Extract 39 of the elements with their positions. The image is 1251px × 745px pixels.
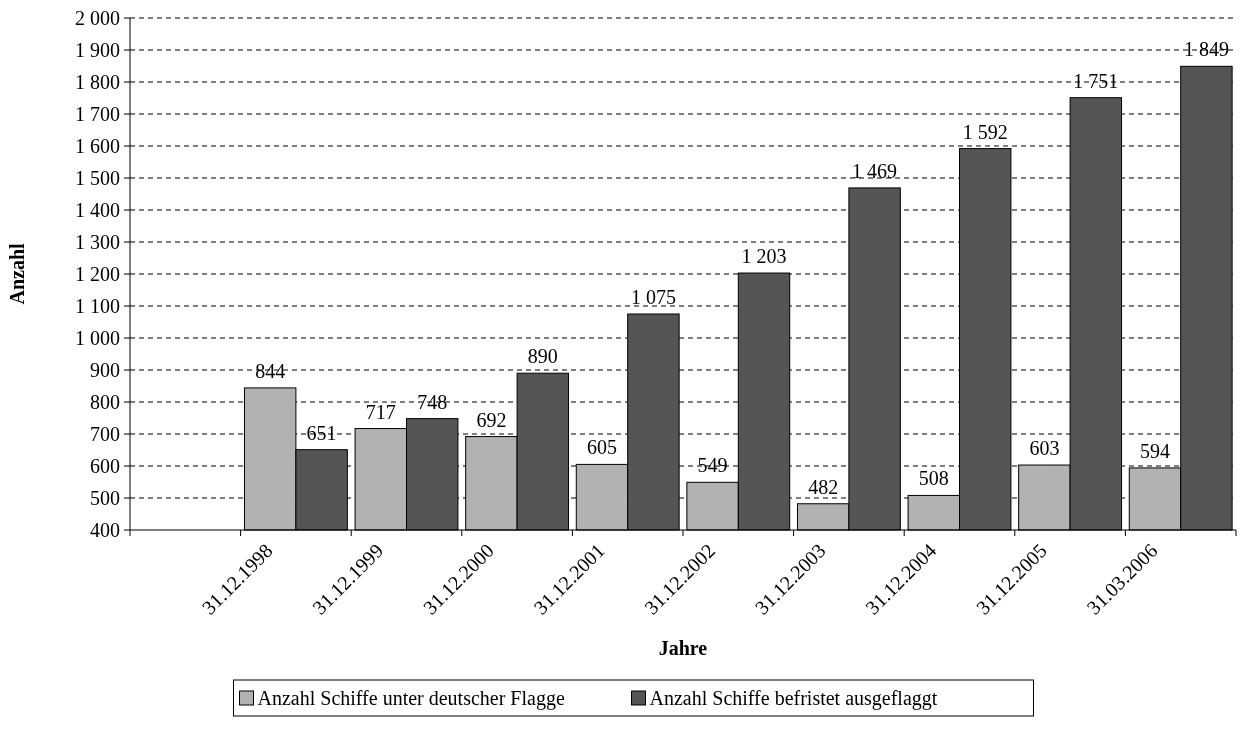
- y-tick-label: 800: [90, 391, 120, 413]
- data-label: 482: [808, 475, 839, 498]
- y-tick-label: 700: [90, 423, 120, 445]
- data-label: 594: [1139, 439, 1170, 462]
- data-label: 1 075: [630, 286, 676, 308]
- y-tick-label: 1 300: [75, 231, 120, 253]
- y-tick-label: 600: [90, 455, 120, 477]
- data-label: 1 592: [962, 120, 1008, 143]
- data-label: 549: [697, 454, 728, 477]
- y-tick-label: 2 000: [75, 7, 120, 29]
- y-tick-label: 500: [90, 487, 120, 509]
- data-label: 1 751: [1073, 69, 1119, 92]
- legend-label: Anzahl Schiffe befristet ausgeflaggt: [649, 687, 938, 710]
- data-label: 605: [586, 436, 617, 459]
- y-axis-title: Anzahl: [6, 243, 28, 305]
- y-tick-label: 1 500: [75, 167, 120, 189]
- data-label: 748: [417, 390, 448, 413]
- legend-label: Anzahl Schiffe unter deutscher Flagge: [257, 687, 565, 710]
- y-tick-label: 1 800: [75, 71, 120, 93]
- data-label: 651: [306, 421, 337, 444]
- y-tick-label: 1 400: [75, 199, 120, 221]
- data-label: 1 203: [741, 245, 787, 268]
- y-tick-label: 1 600: [75, 135, 120, 157]
- y-tick-label: 400: [90, 519, 120, 541]
- data-label: 1 469: [852, 159, 898, 182]
- x-axis-title: Jahre: [658, 637, 708, 659]
- y-tick-label: 1 700: [75, 103, 120, 125]
- data-label: 717: [365, 400, 396, 423]
- data-label: 844: [255, 359, 286, 382]
- data-label: 692: [476, 408, 507, 431]
- data-label: 603: [1029, 437, 1060, 460]
- y-tick-label: 1 100: [75, 295, 120, 317]
- data-label: 508: [918, 467, 949, 490]
- y-tick-label: 1 200: [75, 263, 120, 285]
- y-tick-label: 1 000: [75, 327, 120, 349]
- y-tick-label: 1 900: [75, 39, 120, 61]
- data-label: 890: [527, 345, 558, 368]
- y-tick-label: 900: [90, 359, 120, 381]
- data-label: 1 849: [1183, 38, 1229, 61]
